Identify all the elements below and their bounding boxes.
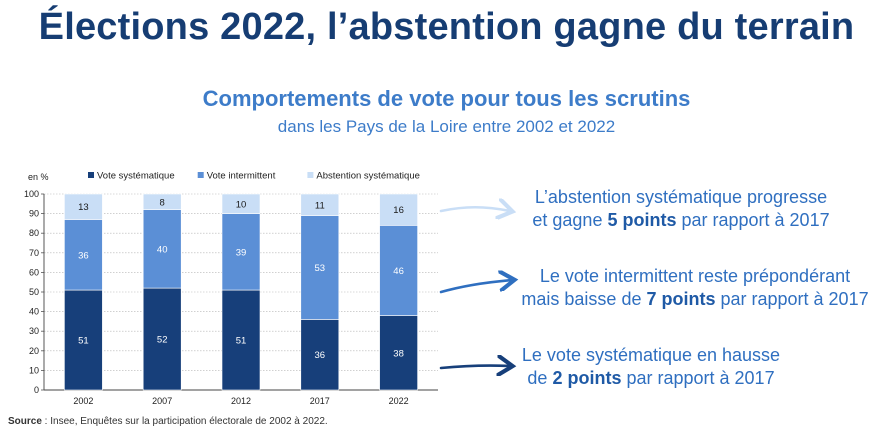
annotation-systematique-bold: 2 points — [552, 368, 622, 388]
y-tick-label: 30 — [29, 326, 39, 336]
annotation-systematique: Le vote systématique en hausse de 2 poin… — [496, 344, 806, 390]
y-tick-label: 100 — [24, 189, 39, 199]
y-tick-label: 90 — [29, 209, 39, 219]
annotation-abstention: L’abstention systématique progresse et g… — [497, 186, 865, 232]
annotation-intermittent-bold: 7 points — [646, 289, 716, 309]
legend-swatch-0 — [88, 172, 94, 178]
bar-1-2007 — [142, 209, 182, 289]
annotation-intermittent-post: par rapport à 2017 — [715, 289, 869, 309]
annotation-intermittent: Le vote intermittent reste prépondérant … — [500, 265, 890, 311]
legend-swatch-1 — [197, 172, 204, 178]
bar-1-2012 — [221, 213, 261, 291]
arrow-intermittent — [439, 280, 512, 294]
data-label-2-2022: 16 — [393, 205, 404, 216]
data-label-2-2002: 13 — [78, 202, 89, 213]
y-tick-label: 80 — [29, 228, 39, 238]
bar-2-2017 — [300, 193, 340, 216]
x-tick-label: 2007 — [152, 396, 172, 406]
legend-label-0: Vote systématique — [97, 171, 175, 182]
bar-2-2012 — [221, 193, 261, 214]
unit-label: en % — [28, 172, 49, 182]
data-label-1-2022: 46 — [393, 266, 404, 277]
legend-label-2: Abstention systématique — [316, 171, 420, 182]
y-tick-label: 10 — [29, 365, 39, 375]
arrow-abstention — [439, 207, 510, 211]
annotation-abstention-pre: et gagne — [532, 210, 608, 230]
x-tick-label: 2002 — [73, 396, 93, 406]
bar-2-2022 — [379, 193, 418, 226]
legend-label-1: Vote intermittent — [207, 171, 276, 182]
y-tick-label: 60 — [29, 267, 39, 277]
bar-2-2007 — [142, 193, 182, 210]
annotation-systematique-post: par rapport à 2017 — [621, 368, 775, 388]
chart-title: Comportements de vote pour tous les scru… — [202, 86, 691, 111]
bar-0-2017 — [300, 319, 340, 391]
data-label-0-2007: 52 — [157, 335, 168, 346]
annotation-systematique-line1: Le vote systématique en hausse — [521, 345, 781, 365]
bar-1-2002 — [64, 219, 103, 291]
x-tick-label: 2012 — [231, 396, 251, 406]
data-label-2-2017: 11 — [315, 200, 325, 211]
source-text: : Insee, Enquêtes sur la participation é… — [41, 416, 328, 427]
y-tick-label: 20 — [29, 346, 39, 356]
data-label-2-2012: 10 — [236, 199, 247, 210]
data-label-1-2007: 40 — [157, 244, 168, 255]
data-label-1-2017: 53 — [315, 263, 326, 274]
bar-0-2012 — [221, 289, 261, 391]
x-tick-label: 2017 — [310, 396, 330, 406]
x-tick-label: 2022 — [389, 396, 409, 406]
annotation-intermittent-line1: Le vote intermittent reste prépondérant — [539, 266, 851, 286]
bar-0-2002 — [64, 289, 103, 391]
data-label-0-2017: 36 — [315, 350, 326, 361]
bar-1-2017 — [300, 215, 340, 320]
source-label: Source — [8, 416, 42, 427]
annotation-abstention-post: par rapport à 2017 — [676, 210, 830, 230]
page-title: Élections 2022, l’abstention gagne du te… — [38, 6, 855, 48]
source-note: Source : Insee, Enquêtes sur la particip… — [8, 416, 328, 427]
y-tick-label: 40 — [29, 307, 39, 317]
data-label-1-2012: 39 — [236, 247, 247, 258]
annotation-intermittent-pre: mais baisse de — [521, 289, 647, 309]
data-label-2-2007: 8 — [160, 197, 165, 208]
bar-0-2007 — [142, 287, 182, 391]
annotation-abstention-bold: 5 points — [607, 210, 677, 230]
y-tick-label: 50 — [29, 287, 39, 297]
chart-subtitle: dans les Pays de la Loire entre 2002 et … — [277, 117, 616, 136]
bar-0-2022 — [379, 315, 418, 391]
data-label-0-2002: 51 — [78, 336, 89, 347]
arrow-systematique — [439, 366, 510, 368]
y-tick-label: 0 — [34, 385, 39, 395]
data-label-1-2002: 36 — [78, 250, 89, 261]
annotation-abstention-line1: L’abstention systématique progresse — [534, 187, 828, 207]
annotation-systematique-pre: de — [527, 368, 553, 388]
y-tick-label: 70 — [29, 248, 39, 258]
data-label-0-2022: 38 — [393, 348, 404, 359]
data-label-0-2012: 51 — [236, 336, 247, 347]
bar-2-2002 — [64, 193, 103, 220]
legend-swatch-2 — [307, 172, 314, 178]
stacked-bar-chart: en % Vote systématique Vote intermittent Ab… — [24, 171, 438, 406]
